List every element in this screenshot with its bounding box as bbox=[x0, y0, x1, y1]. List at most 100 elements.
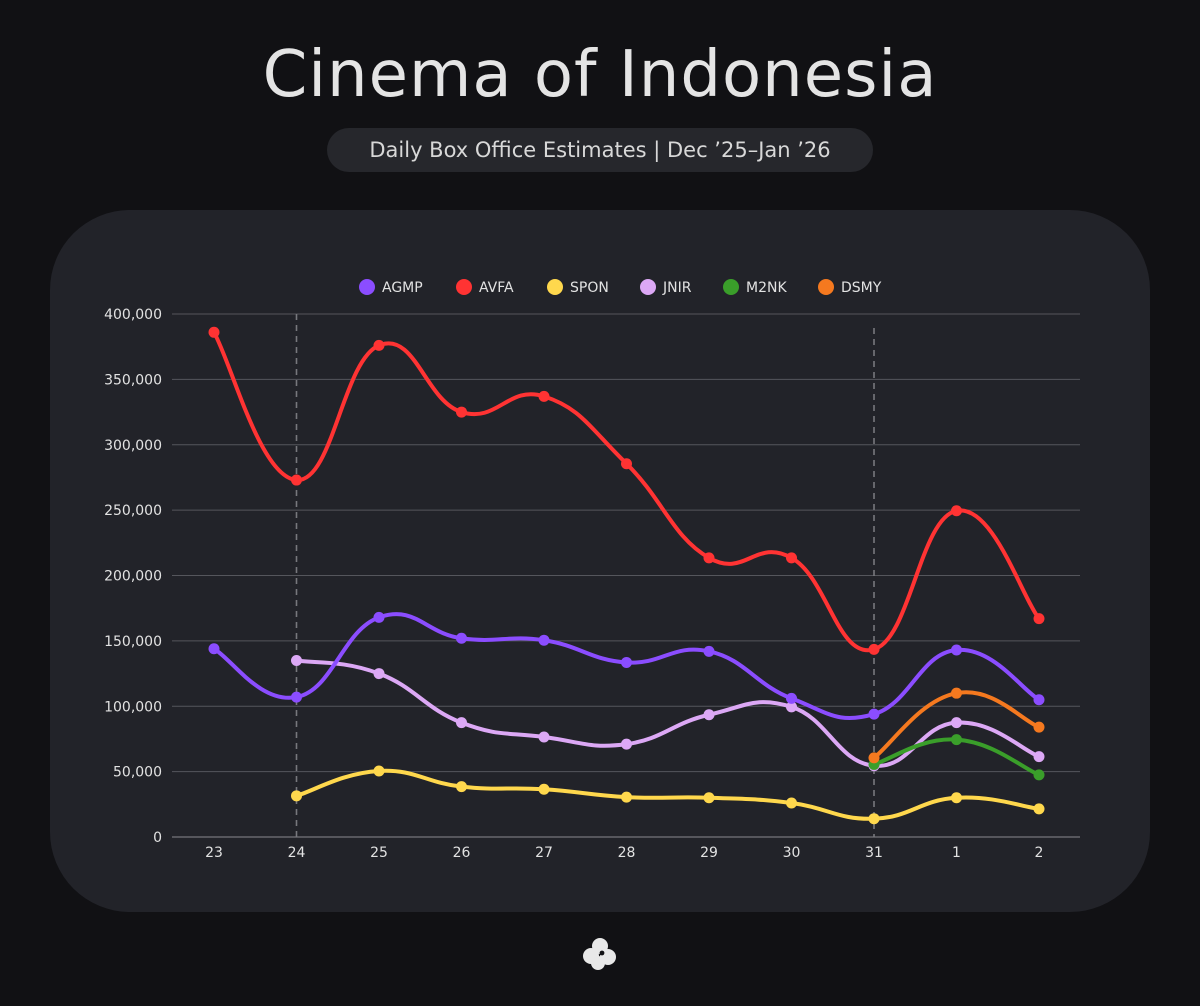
legend-label: AGMP bbox=[382, 280, 423, 296]
data-point bbox=[786, 797, 797, 809]
subtitle-text: Daily Box Office Estimates | Dec ’25–Jan… bbox=[369, 138, 831, 162]
x-tick-label: 2 bbox=[1035, 845, 1044, 861]
legend-item-jnir: JNIR bbox=[640, 279, 692, 296]
series-line bbox=[212, 330, 1041, 653]
data-point bbox=[786, 701, 797, 713]
legend-item-dsmy: DSMY bbox=[818, 279, 882, 296]
data-point bbox=[621, 738, 632, 750]
legend: AGMP AVFA SPON JNIR M2NK DSMY bbox=[359, 279, 882, 296]
series-line bbox=[294, 768, 1041, 821]
subtitle-pill: Daily Box Office Estimates | Dec ’25–Jan… bbox=[327, 128, 873, 172]
legend-label: SPON bbox=[570, 280, 609, 296]
series-agmp bbox=[208, 611, 1045, 721]
data-point bbox=[951, 644, 962, 656]
series-line bbox=[294, 658, 1041, 768]
data-point bbox=[373, 339, 385, 351]
data-point bbox=[373, 611, 385, 623]
data-point bbox=[291, 474, 302, 486]
y-tick-label: 350,000 bbox=[104, 372, 162, 388]
series-layer bbox=[208, 326, 1045, 825]
data-point bbox=[951, 792, 962, 804]
data-point bbox=[1033, 769, 1045, 781]
x-tick-label: 30 bbox=[783, 845, 801, 861]
data-point bbox=[456, 717, 467, 729]
data-point bbox=[951, 687, 962, 699]
y-tick-label: 150,000 bbox=[104, 634, 162, 650]
legend-swatch bbox=[640, 279, 656, 295]
data-point bbox=[951, 734, 962, 746]
x-tick-label: 25 bbox=[370, 845, 388, 861]
data-point bbox=[786, 552, 797, 564]
data-point bbox=[291, 790, 302, 802]
data-point bbox=[208, 643, 220, 655]
data-point bbox=[456, 632, 467, 644]
data-point bbox=[291, 691, 302, 703]
data-point bbox=[373, 668, 385, 680]
data-point bbox=[1033, 613, 1045, 625]
legend-label: DSMY bbox=[841, 280, 882, 296]
axis-layer: 0 50,000 100,000 150,000 200,000 250,000 300,0… bbox=[104, 307, 1043, 861]
legend-label: M2NK bbox=[746, 280, 787, 296]
y-tick-label: 100,000 bbox=[104, 699, 162, 715]
data-point bbox=[868, 752, 880, 764]
data-point bbox=[621, 656, 632, 668]
x-tick-label: 29 bbox=[700, 845, 718, 861]
legend-swatch bbox=[723, 279, 739, 295]
legend-item-m2nk: M2NK bbox=[723, 279, 787, 296]
data-point bbox=[703, 792, 715, 804]
data-point bbox=[538, 390, 550, 402]
series-dsmy bbox=[868, 687, 1045, 764]
x-tick-label: 23 bbox=[205, 845, 223, 861]
x-tick-label: 27 bbox=[535, 845, 553, 861]
page-title: Cinema of Indonesia bbox=[262, 38, 938, 112]
data-point bbox=[703, 552, 715, 564]
data-point bbox=[208, 326, 220, 338]
y-tick-label: 0 bbox=[153, 830, 162, 846]
legend-swatch bbox=[818, 279, 834, 295]
y-tick-label: 200,000 bbox=[104, 569, 162, 585]
x-tick-label: 1 bbox=[952, 845, 961, 861]
x-tick-label: 24 bbox=[288, 845, 306, 861]
legend-label: JNIR bbox=[662, 280, 692, 296]
cloud-logo-icon bbox=[583, 938, 616, 970]
legend-swatch bbox=[456, 279, 472, 295]
y-tick-label: 250,000 bbox=[104, 503, 162, 519]
data-point bbox=[786, 692, 797, 704]
data-point bbox=[868, 643, 880, 655]
x-tick-label: 26 bbox=[453, 845, 471, 861]
data-point bbox=[538, 731, 550, 743]
data-point bbox=[1033, 751, 1045, 763]
legend-item-spon: SPON bbox=[547, 279, 609, 296]
series-avfa bbox=[208, 326, 1045, 655]
x-tick-label: 31 bbox=[865, 845, 883, 861]
data-point bbox=[1033, 721, 1045, 733]
legend-swatch bbox=[359, 279, 375, 295]
y-tick-label: 400,000 bbox=[104, 307, 162, 323]
data-point bbox=[868, 708, 880, 720]
legend-item-agmp: AGMP bbox=[359, 279, 423, 296]
data-point bbox=[621, 458, 632, 470]
series-m2nk bbox=[868, 734, 1045, 781]
series-jnir bbox=[291, 654, 1045, 772]
data-point bbox=[1033, 803, 1045, 815]
data-point bbox=[291, 654, 302, 666]
data-point bbox=[868, 813, 880, 825]
data-point bbox=[951, 505, 962, 517]
grid-layer bbox=[172, 313, 1080, 838]
data-point bbox=[951, 717, 962, 729]
y-tick-label: 300,000 bbox=[104, 438, 162, 454]
data-point bbox=[621, 791, 632, 803]
legend-swatch bbox=[547, 279, 563, 295]
data-point bbox=[538, 783, 550, 795]
reference-lines bbox=[295, 314, 875, 837]
data-point bbox=[373, 765, 385, 777]
data-point bbox=[456, 406, 467, 418]
data-point bbox=[538, 634, 550, 646]
y-tick-label: 50,000 bbox=[113, 765, 162, 781]
series-spon bbox=[291, 765, 1045, 825]
data-point bbox=[1033, 694, 1045, 706]
data-point bbox=[703, 709, 715, 721]
data-point bbox=[703, 645, 715, 657]
legend-item-avfa: AVFA bbox=[456, 279, 514, 296]
